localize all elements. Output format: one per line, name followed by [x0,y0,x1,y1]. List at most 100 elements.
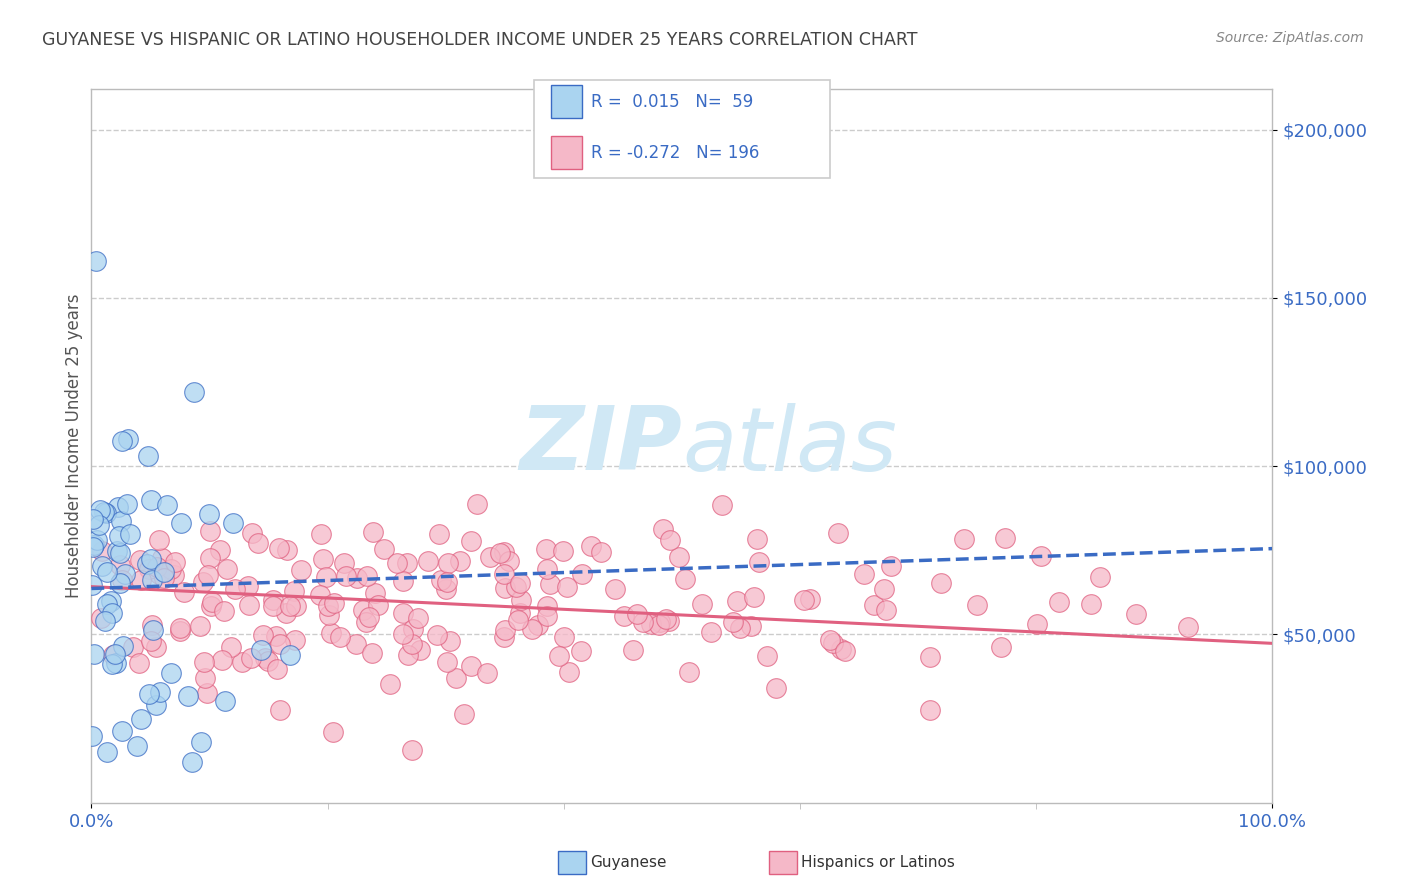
Point [188,619,211,633]
Point [105,656,128,670]
Text: R = -0.272   N= 196: R = -0.272 N= 196 [591,144,759,161]
Point [276,543,298,558]
Point [571,567,593,582]
Point [631,615,654,629]
Point [335,568,357,582]
Point [409,643,432,657]
Point [274,606,297,620]
Point [742,590,765,604]
Point [966,599,988,613]
Point [149,685,172,699]
Point [453,707,475,722]
Point [278,648,301,662]
Point [344,637,367,651]
Point [534,541,557,556]
Point [827,526,849,541]
Point [82,512,104,526]
Point [460,658,482,673]
Point [873,582,896,596]
Point [711,498,734,512]
Point [148,533,170,547]
Point [953,533,976,547]
Point [354,615,377,629]
Point [821,636,844,650]
Point [267,541,290,555]
Point [94,506,117,520]
Point [198,507,221,521]
Text: Source: ZipAtlas.com: Source: ZipAtlas.com [1216,31,1364,45]
Point [506,614,529,628]
Point [579,539,602,553]
Point [266,662,288,676]
Point [479,550,502,565]
Point [852,566,875,581]
Point [83,538,105,552]
Point [100,594,122,608]
Text: GUYANESE VS HISPANIC OR LATINO HOUSEHOLDER INCOME UNDER 25 YEARS CORRELATION CHA: GUYANESE VS HISPANIC OR LATINO HOUSEHOLD… [42,31,918,49]
Point [250,642,273,657]
Point [498,554,520,568]
Point [648,615,671,630]
Point [323,596,346,610]
Point [117,432,139,446]
Point [191,574,214,589]
Point [190,735,212,749]
Point [82,540,104,554]
Point [918,650,941,665]
Point [86,533,108,547]
Point [994,531,1017,545]
Point [363,525,385,540]
Point [150,550,173,565]
Point [145,698,167,712]
Point [257,654,280,668]
Point [118,527,141,541]
Point [111,434,134,449]
Point [96,745,118,759]
Point [127,739,149,753]
Point [402,622,425,636]
Point [183,385,205,400]
Point [1177,619,1199,633]
Point [238,598,260,612]
Point [437,557,460,571]
Point [197,567,219,582]
Point [418,554,440,568]
Point [427,526,450,541]
Point [278,599,301,613]
Point [434,582,457,596]
Point [659,533,682,548]
Point [352,603,374,617]
Point [426,628,449,642]
Point [990,640,1012,655]
Point [830,642,852,657]
Point [180,756,202,770]
Point [880,559,903,574]
Point [475,665,498,680]
Point [214,694,236,708]
Point [169,622,191,636]
Point [929,576,952,591]
Point [173,585,195,599]
Point [90,611,112,625]
Point [721,615,744,630]
Point [834,643,856,657]
Point [509,593,531,607]
Point [141,617,163,632]
Text: R =  0.015   N=  59: R = 0.015 N= 59 [591,93,752,111]
Point [156,498,179,512]
Point [107,500,129,514]
Point [748,555,770,569]
Point [449,554,471,568]
Point [538,577,561,591]
Point [551,543,574,558]
Point [756,648,779,663]
Point [96,565,118,579]
Point [875,603,897,617]
Point [401,637,423,651]
Point [148,567,170,582]
Point [247,536,270,550]
Point [555,580,578,594]
Point [160,666,183,681]
Point [918,704,941,718]
Point [401,743,423,757]
